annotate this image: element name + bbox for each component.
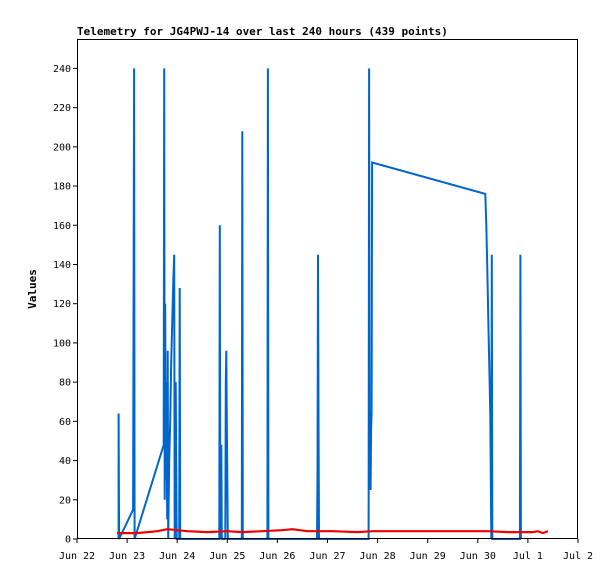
y-tick-label: 220 [53,103,71,114]
x-tick-label: Jun 23 [109,551,145,562]
x-tick-label: Jul 2 [563,551,593,562]
chart-title: Telemetry for JG4PWJ-14 over last 240 ho… [77,25,448,38]
series-line-1 [117,528,549,535]
x-tick-label: Jun 22 [59,551,95,562]
x-tick-label: Jun 27 [309,551,345,562]
y-tick-label: 60 [59,417,71,428]
x-tick-label: Jun 30 [460,551,496,562]
y-tick-label: 120 [53,299,71,310]
y-tick-label: 20 [59,495,71,506]
series-line-0 [117,68,522,540]
plot-frame [77,39,578,539]
y-tick-label: 160 [53,221,71,232]
y-tick-label: 140 [53,260,71,271]
y-tick-label: 40 [59,456,71,467]
x-tick-label: Jun 26 [259,551,295,562]
y-tick-label: 80 [59,378,71,389]
x-tick-label: Jun 28 [360,551,396,562]
y-tick-label: 180 [53,182,71,193]
x-tick-label: Jun 25 [209,551,245,562]
x-tick-label: Jul 1 [513,551,543,562]
y-tick-label: 100 [53,338,71,349]
x-tick-label: Jun 29 [410,551,446,562]
y-tick-label: 200 [53,142,71,153]
y-tick-label: 0 [65,535,71,546]
y-tick-label: 240 [53,64,71,75]
y-axis-label: Values [26,269,39,309]
x-tick-label: Jun 24 [159,551,195,562]
